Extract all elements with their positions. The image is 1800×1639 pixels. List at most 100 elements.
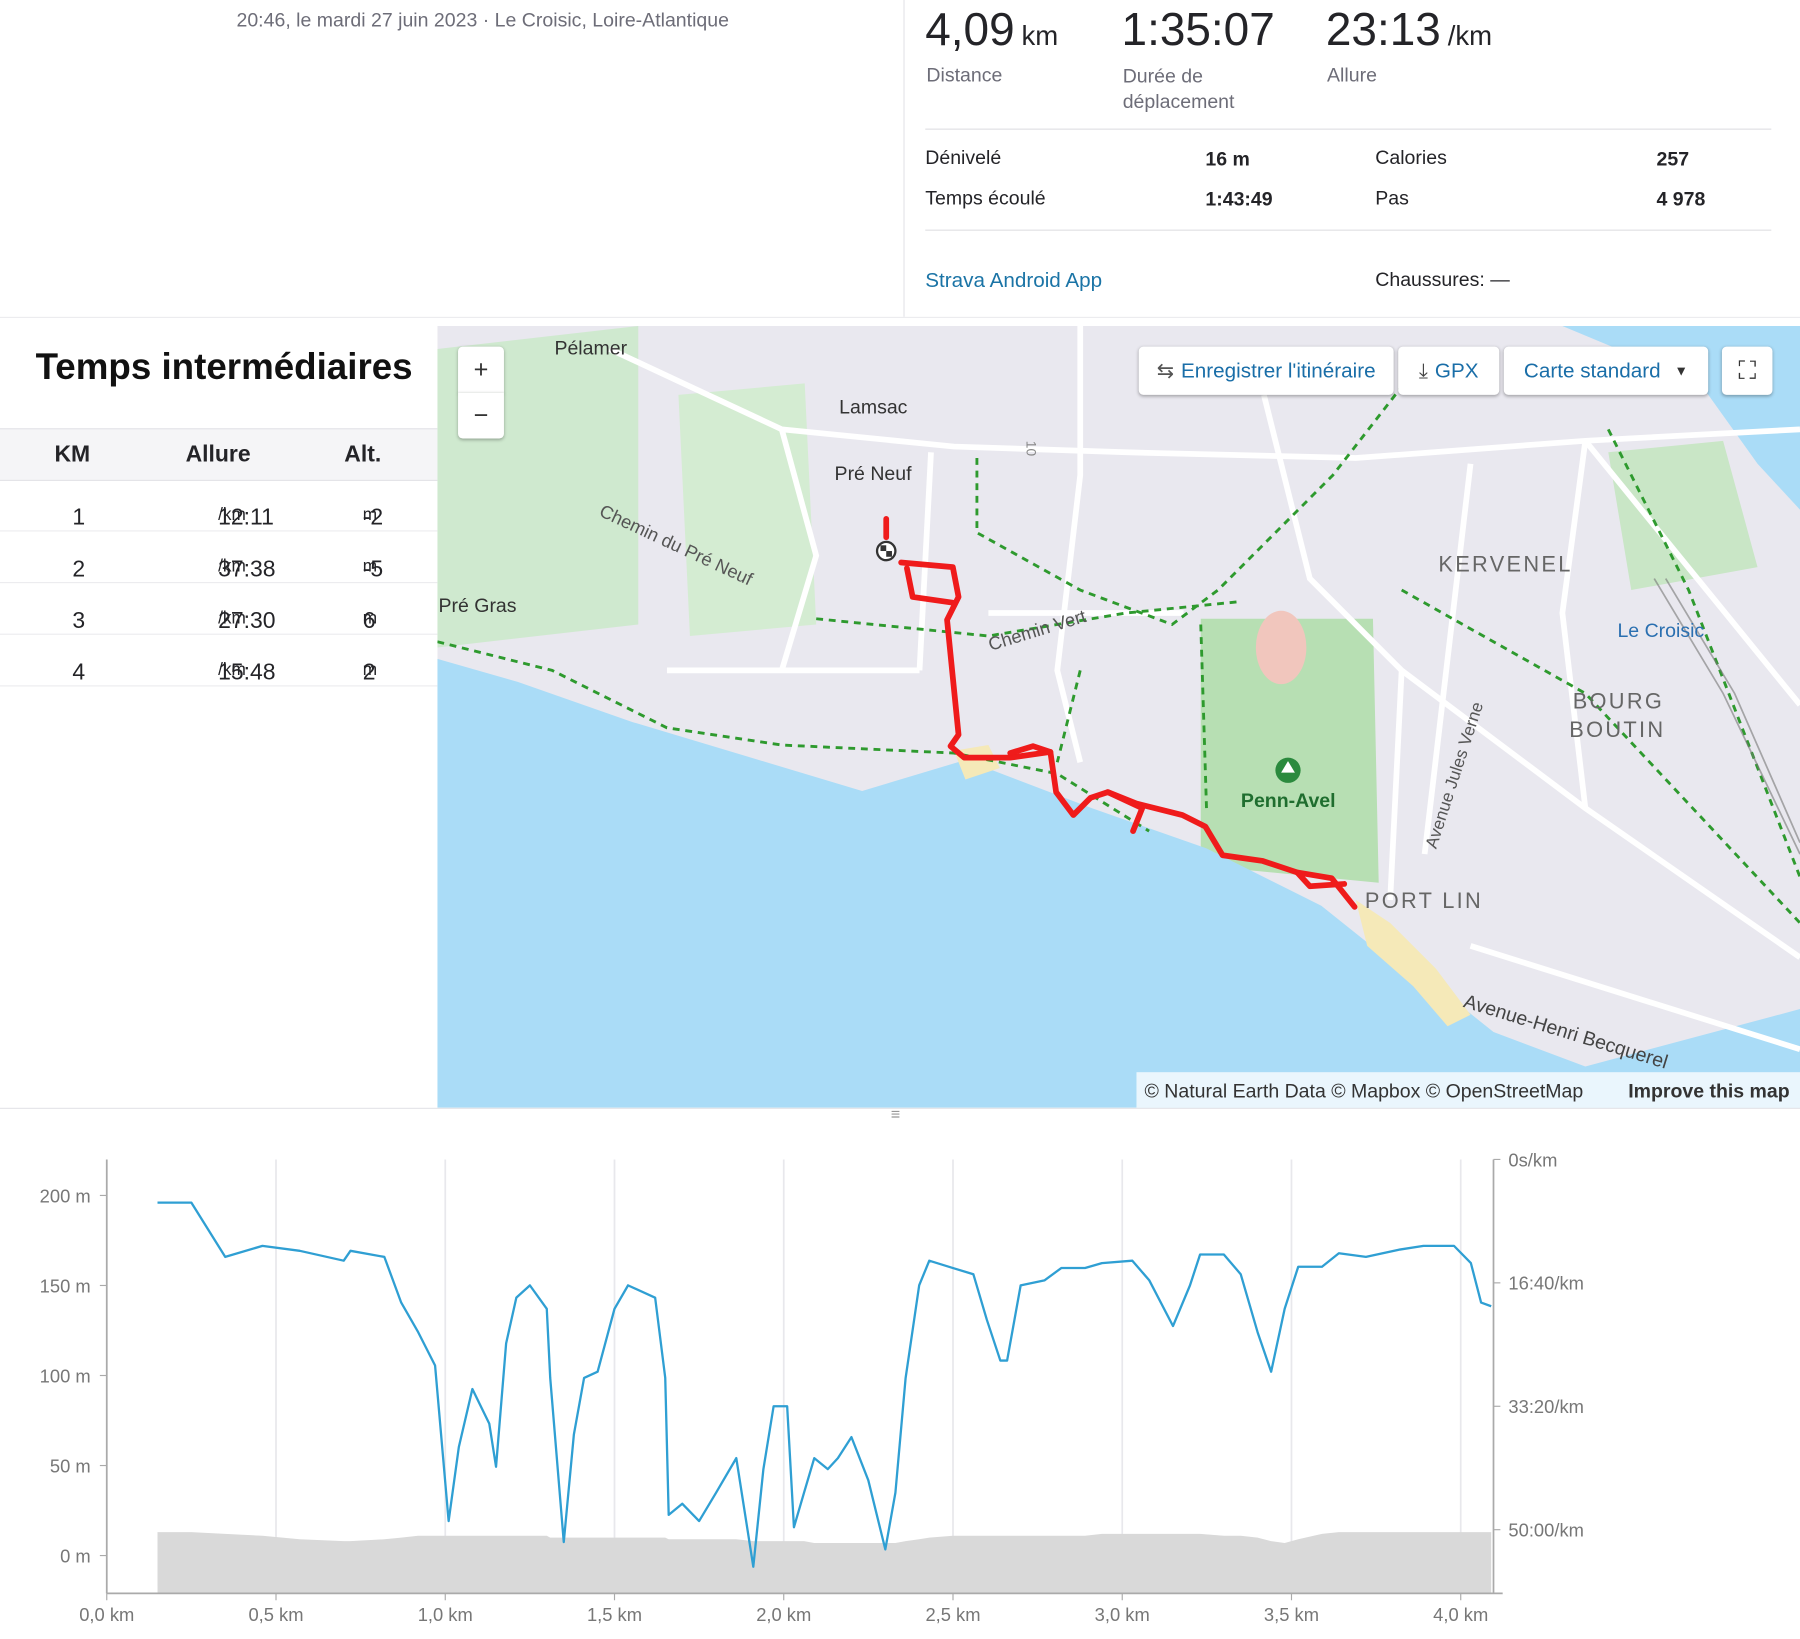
split-alt: -5 (362, 556, 384, 583)
road-label: 10 (1023, 441, 1038, 457)
split-row: 1 12:11/km -2 m (0, 480, 438, 532)
place-label: Pélamer (554, 338, 627, 360)
split-alt: -2 (362, 505, 384, 531)
park (1200, 618, 1379, 883)
railway (1653, 578, 1800, 855)
split-km: 4 (72, 660, 86, 686)
stat-unit: /km (1447, 20, 1493, 52)
split-pace: 12:11 (218, 505, 274, 531)
split-pace-unit: /km (218, 556, 246, 577)
split-pace-unit: /km (218, 660, 246, 680)
stat-pace: 23:13/km (1326, 5, 1492, 57)
resize-handle[interactable]: ≡ (890, 1104, 901, 1123)
split-alt: 6 (362, 608, 376, 634)
detail-value: 1:43:49 (1205, 188, 1273, 211)
detail-label: Temps écoulé (925, 187, 1046, 209)
y-tick-label: 50 m (50, 1455, 91, 1476)
column-header: Alt. (344, 441, 382, 468)
y-tick-label: 200 m (40, 1185, 91, 1206)
split-km: 2 (72, 556, 86, 583)
water (437, 658, 1800, 1108)
y-tick-label: 150 m (40, 1275, 91, 1296)
split-km: 3 (72, 608, 86, 634)
split-row: 4 15:48/km 2 m (0, 635, 438, 687)
stat-value: 1:35:07 (1121, 4, 1275, 56)
place-label: Lamsac (839, 396, 908, 418)
route (883, 516, 1358, 910)
divider (925, 229, 1772, 231)
device-link[interactable]: Strava Android App (925, 268, 1103, 292)
zoom-out-button[interactable]: − (458, 392, 504, 439)
roads (608, 326, 1800, 1052)
detail-value: 16 m (1205, 148, 1250, 170)
button-label: Carte standard (1523, 358, 1661, 382)
x-tick-label: 3,5 km (1264, 1604, 1319, 1625)
district-label: PORT LIN (1365, 888, 1483, 913)
split-alt: 2 (362, 660, 376, 686)
split-alt-unit: m (362, 660, 378, 680)
x-tick-label: 4,0 km (1433, 1604, 1488, 1625)
map[interactable]: Pélamer Lamsac Pré Neuf Chemin du Pré Ne… (437, 326, 1800, 1108)
beach (953, 745, 1000, 780)
improve-map-link[interactable]: Improve this map (1628, 1080, 1790, 1102)
place-label: Pré Neuf (835, 463, 913, 485)
trails (437, 371, 1800, 924)
place-label: Pré Gras (439, 595, 517, 617)
column-header: KM (54, 441, 91, 468)
stat-distance: 4,09 km (925, 5, 1058, 57)
stat-moving-time: 1:35:07 (1122, 5, 1275, 57)
stadium (1255, 610, 1307, 685)
start-flag (875, 540, 897, 562)
y2-tick-label: 0s/km (1508, 1149, 1557, 1170)
stat-label: Allure (1327, 64, 1377, 87)
divider (0, 1107, 1800, 1109)
detail-label: Dénivelé (925, 146, 1002, 169)
y-tick-label: 0 m (60, 1545, 91, 1566)
y-tick-label: 100 m (40, 1365, 91, 1386)
split-pace: 27:30 (218, 608, 276, 634)
button-label: GPX (1434, 358, 1479, 382)
detail-value: 257 (1656, 148, 1690, 170)
y2-tick-label: 50:00/km (1508, 1520, 1584, 1541)
split-row: 3 27:30/km 6 m (0, 583, 438, 635)
save-route-button[interactable]: ⇆ Enregistrer l'itinéraire (1138, 346, 1394, 395)
fullscreen-button[interactable]: ⛶ (1721, 346, 1773, 395)
split-pace-unit: /km (218, 608, 246, 628)
button-label: Enregistrer l'itinéraire (1181, 358, 1376, 382)
gpx-button[interactable]: ⤓ GPX (1398, 346, 1500, 395)
divider (0, 316, 1800, 318)
split-alt-unit: m (362, 556, 378, 577)
map-style-dropdown[interactable]: Carte standard ▼ (1503, 346, 1709, 395)
x-tick-label: 2,5 km (925, 1604, 980, 1625)
split-alt-unit: m (362, 608, 378, 628)
district-label: BOURG (1573, 688, 1664, 713)
divider (925, 128, 1772, 130)
split-row: 2 37:38/km -5 m (0, 532, 438, 584)
x-tick-label: 3,0 km (1095, 1604, 1150, 1625)
x-tick-label: 1,0 km (418, 1604, 473, 1625)
district-label: BOUTIN (1569, 717, 1665, 742)
park (1608, 440, 1758, 591)
activity-datetime: 20:46, le mardi 27 juin 2023 · Le Croisi… (236, 9, 729, 31)
column-header: Allure (185, 441, 251, 468)
x-tick-label: 0,0 km (79, 1604, 134, 1625)
splits-title: Temps intermédiaires (35, 345, 413, 387)
splits-header: KM Allure Alt. (0, 428, 438, 481)
zoom-in-button[interactable]: + (458, 346, 504, 393)
detail-label: Pas (1375, 187, 1409, 209)
detail-value: 4 978 (1656, 188, 1706, 211)
station-label: Le Croisic (1617, 620, 1704, 642)
x-tick-label: 1,5 km (587, 1604, 642, 1625)
stat-value: 4,09 (925, 4, 1015, 56)
x-tick-label: 2,0 km (756, 1604, 811, 1625)
shoes: Chaussures: — (1375, 268, 1510, 291)
y2-tick-label: 16:40/km (1508, 1273, 1584, 1294)
y2-tick-label: 33:20/km (1508, 1396, 1584, 1417)
beach (1355, 900, 1471, 1027)
split-pace: 15:48 (218, 660, 276, 686)
attribution: © Natural Earth Data © Mapbox © OpenStre… (1145, 1080, 1584, 1102)
park-label: Penn-Avel (1241, 790, 1336, 812)
split-pace-unit: /km (218, 505, 246, 525)
